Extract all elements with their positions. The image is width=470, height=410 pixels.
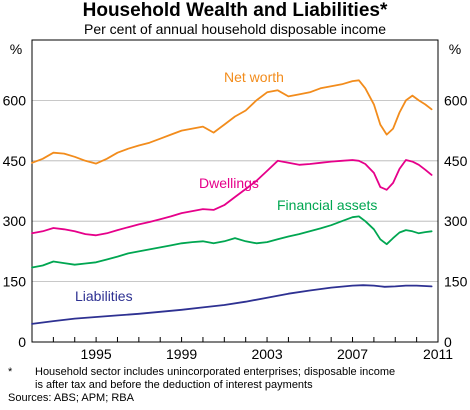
y-tick-label-right: 600	[444, 92, 468, 108]
chart-subtitle: Per cent of annual household disposable …	[84, 21, 386, 37]
y-tick-label-right: 0	[444, 334, 452, 350]
series-lines	[31, 79, 433, 325]
grid-lines	[32, 100, 438, 283]
series-label-financial-assets: Financial assets	[277, 197, 377, 213]
y-tick-label-left: 300	[3, 213, 27, 229]
footnote-marker: *	[8, 366, 13, 378]
series-line-liabilities	[31, 284, 433, 325]
x-ticks	[31, 337, 439, 342]
y-axis-unit-left: %	[10, 41, 22, 57]
series-line-net-worth	[31, 79, 433, 165]
y-tick-label-right: 300	[444, 213, 468, 229]
y-axis-unit-right: %	[449, 41, 461, 57]
x-tick-label: 2007	[337, 346, 368, 362]
y-tick-label-left: 450	[3, 153, 27, 169]
x-tick-label: 2011	[423, 346, 453, 362]
sources-note: Sources: ABS; APM; RBA	[8, 392, 134, 404]
plot-frame	[31, 39, 439, 343]
footnote-line-1: Household sector includes unincorporated…	[35, 366, 396, 378]
x-tick-label: 1995	[81, 346, 112, 362]
footnote-line-2: is after tax and before the deduction of…	[35, 379, 313, 391]
y-tick-label-left: 150	[3, 274, 27, 290]
x-tick-label: 1999	[166, 346, 197, 362]
series-label-liabilities: Liabilities	[75, 288, 133, 304]
series-line-dwellings	[31, 159, 433, 237]
chart-title: Household Wealth and Liabilities*	[82, 0, 388, 21]
series-label-dwellings: Dwellings	[199, 175, 259, 191]
y-tick-label-right: 150	[444, 274, 468, 290]
y-tick-label-left: 0	[18, 334, 26, 350]
x-tick-label: 2003	[251, 346, 282, 362]
series-line-financial-assets	[31, 215, 433, 269]
series-label-net-worth: Net worth	[224, 69, 284, 85]
y-tick-label-left: 600	[3, 92, 27, 108]
axis-labels: 0 0 150 150 300 300 450 450 600 600 1995 1999 2003 20…	[3, 92, 468, 362]
y-tick-label-right: 450	[444, 153, 468, 169]
